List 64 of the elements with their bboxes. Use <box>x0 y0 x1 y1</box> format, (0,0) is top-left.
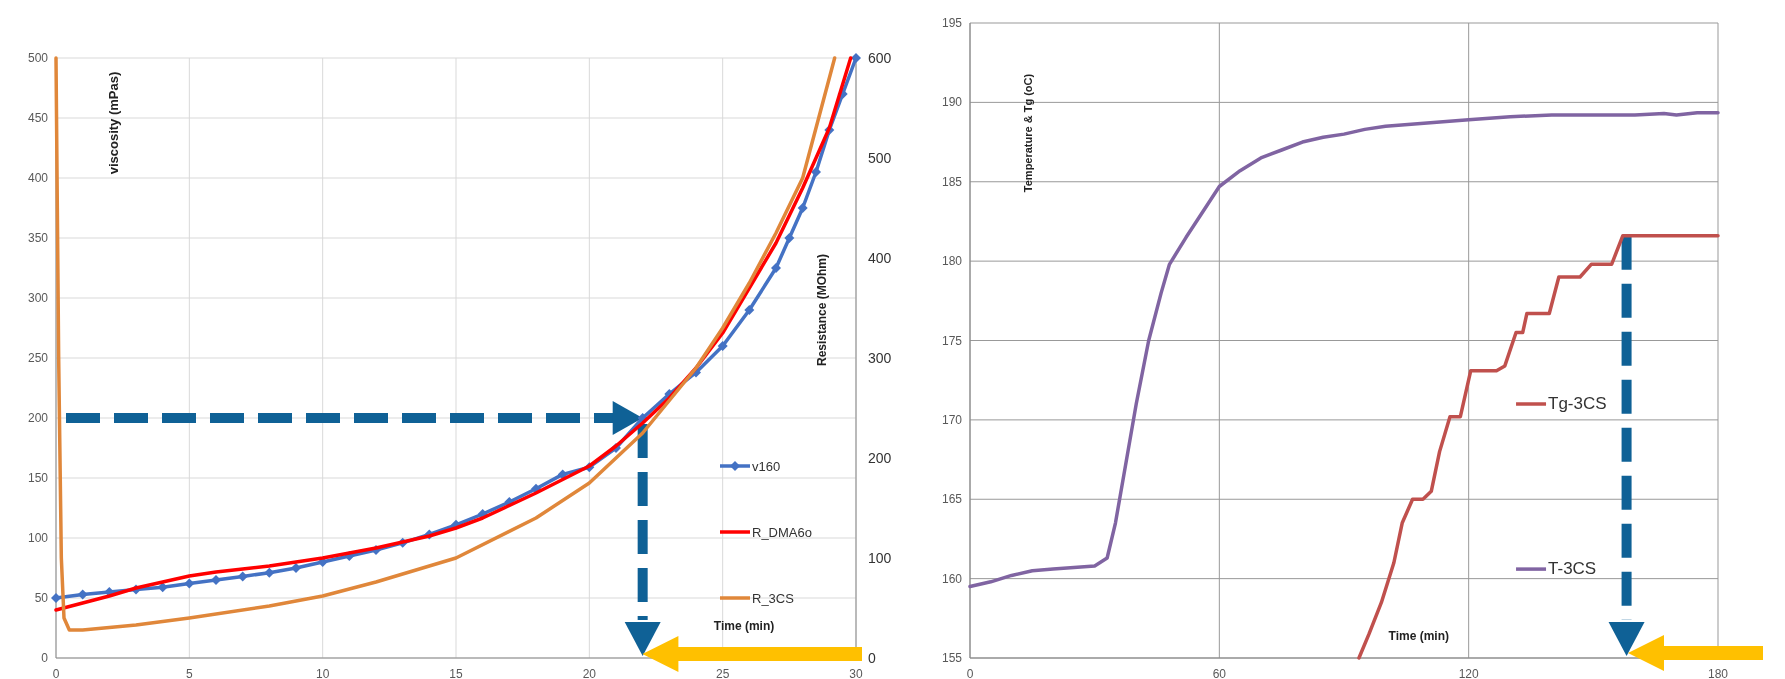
legend-label: R_3CS <box>752 591 795 606</box>
point <box>557 469 568 480</box>
y2-tick-label: 500 <box>868 150 892 166</box>
y-tick-label: 250 <box>27 351 49 365</box>
y-tick-label: 450 <box>27 111 49 125</box>
y-tick-label: 155 <box>941 651 963 665</box>
point <box>211 575 221 585</box>
point <box>51 593 61 603</box>
x-tick-label: 5 <box>185 667 193 679</box>
legend-label: Tg-3CS <box>1548 394 1607 413</box>
y2-axis-title: Resistance (MOhm) <box>815 253 829 367</box>
legend-label: R_DMA6o <box>752 525 812 540</box>
x-tick-label: 180 <box>1707 667 1729 679</box>
point <box>744 305 755 315</box>
point <box>184 578 195 589</box>
y2-tick-label: 200 <box>868 450 892 466</box>
x-tick-label: 15 <box>449 667 463 679</box>
x-axis-title: Time (min) <box>713 619 775 633</box>
y-tick-label: 190 <box>941 95 963 110</box>
point <box>784 233 795 243</box>
y-tick-label: 160 <box>941 571 963 586</box>
legend-label: v160 <box>752 459 781 474</box>
y-tick-label: 170 <box>941 412 963 427</box>
y-tick-label: 185 <box>941 174 963 189</box>
line-series <box>1357 233 1720 660</box>
point <box>717 341 728 351</box>
y-axis-title: viscosity (mPas) <box>106 71 121 175</box>
point <box>851 53 861 63</box>
point <box>771 263 781 273</box>
x-axis-title: Time (min) <box>1388 629 1450 643</box>
y-tick-label: 0 <box>41 651 49 665</box>
point <box>811 167 821 177</box>
point <box>237 571 248 582</box>
point <box>291 563 301 573</box>
x-tick-label: 0 <box>966 667 974 679</box>
y-tick-label: 200 <box>27 411 49 425</box>
y-tick-label: 195 <box>941 16 963 30</box>
y2-tick-label: 0 <box>868 650 876 666</box>
point <box>797 203 808 213</box>
x-tick-label: 60 <box>1212 667 1227 679</box>
y-tick-label: 175 <box>941 333 963 348</box>
y2-tick-label: 300 <box>868 350 892 366</box>
y-tick-label: 500 <box>27 51 49 65</box>
x-tick-label: 0 <box>52 667 60 679</box>
x-tick-label: 25 <box>715 667 730 679</box>
x-tick-label: 120 <box>1458 667 1479 679</box>
y-tick-label: 50 <box>34 591 49 605</box>
y2-tick-label: 400 <box>868 250 892 266</box>
point <box>77 589 88 600</box>
y2-tick-label: 600 <box>868 50 892 66</box>
y-tick-label: 150 <box>27 471 49 485</box>
y-tick-label: 350 <box>27 231 49 245</box>
point <box>264 567 275 578</box>
x-tick-label: 30 <box>849 667 863 679</box>
x-tick-label: 10 <box>315 667 330 679</box>
y-axis-title: Temperature & Tg (oC) <box>1022 73 1034 193</box>
y-tick-label: 180 <box>941 254 963 269</box>
y-tick-label: 400 <box>27 171 49 185</box>
y-tick-label: 300 <box>27 291 49 305</box>
x-tick-label: 20 <box>582 667 597 679</box>
legend-label: T-3CS <box>1548 559 1597 579</box>
y-tick-label: 165 <box>941 492 963 507</box>
y2-tick-label: 100 <box>868 550 892 566</box>
y-tick-label: 100 <box>27 531 49 545</box>
